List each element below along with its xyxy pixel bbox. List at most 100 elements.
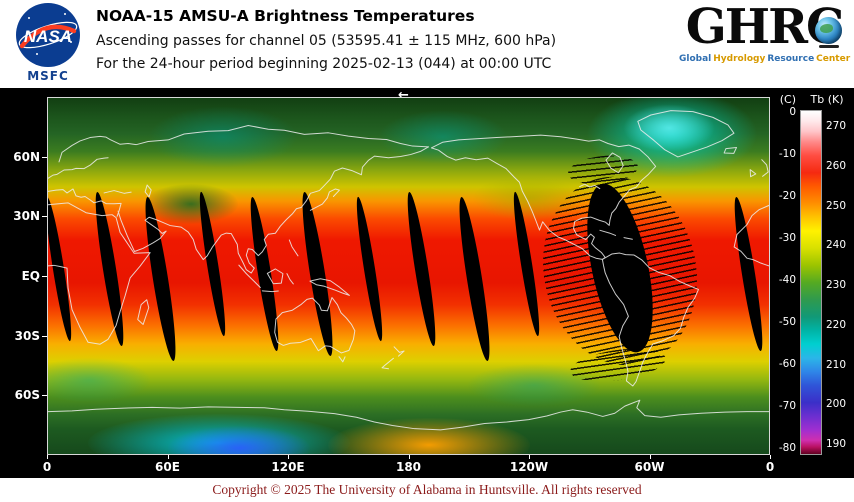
coast-cuba: [600, 230, 616, 235]
coast-new-zealand-south: [382, 358, 393, 368]
coast-caspian: [145, 185, 151, 197]
coast-new-guinea: [310, 279, 349, 296]
coast-philippines: [289, 240, 298, 256]
patch-antarctic-blue: [168, 426, 310, 454]
colorbar-tick-kelvin: 190: [826, 438, 847, 450]
colorbar-tick-celsius: -50: [778, 316, 796, 328]
patch-siberia-teal: [148, 106, 298, 168]
ghrc-tagline-word: Hydrology: [713, 54, 766, 64]
patch-north-atlantic-cyan: [623, 104, 715, 152]
lon-axis-tick: [408, 455, 410, 459]
lat-axis-label: EQ: [21, 269, 40, 283]
patch-tibet-green: [144, 184, 238, 224]
coast-japan: [310, 189, 339, 210]
copyright-text: Copyright © 2025 The University of Alaba…: [212, 482, 642, 497]
ghrc-tagline-word: Resource: [767, 54, 815, 64]
colorbar-tick-celsius: -10: [778, 148, 796, 160]
patch-antarctic-orange: [328, 418, 530, 454]
coast-north-europe: [48, 158, 108, 179]
colorbar-tick-kelvin: 200: [826, 398, 847, 411]
lat-axis-tick: [42, 276, 47, 277]
coast-madagascar: [138, 300, 149, 325]
lon-axis-tick: [649, 455, 651, 459]
coast-south-europe: [48, 189, 121, 216]
coast-iceland: [724, 147, 736, 153]
coast-africa: [48, 203, 150, 344]
nasa-wordmark: NASA: [24, 27, 72, 46]
lon-axis-label: 0: [765, 460, 775, 474]
lon-axis-label: 60W: [634, 460, 665, 474]
coast-britain: [762, 160, 768, 177]
map-plot: [47, 97, 770, 455]
colorbar: [800, 110, 822, 455]
coast-borneo: [267, 269, 283, 284]
subtitle-period: For the 24-hour period beginning 2025-02…: [96, 56, 552, 72]
lon-axis-label: 120E: [271, 460, 305, 474]
ghrc-tagline: Global Hydrology Resource Center: [678, 54, 850, 64]
coast-greenland: [638, 111, 734, 157]
lat-axis-label: 60S: [14, 388, 40, 403]
coast-new-zealand-north: [394, 347, 404, 356]
colorbar-gradient: [801, 111, 821, 454]
lon-axis-label: 60E: [155, 460, 180, 474]
coast-australia: [275, 298, 355, 353]
ghrc-globe-icon: [815, 17, 843, 44]
coast-java: [262, 291, 278, 292]
footer: Copyright © 2025 The University of Alaba…: [0, 478, 854, 502]
coast-hudson-bay: [606, 153, 623, 173]
lon-axis-label: 180: [395, 460, 422, 474]
subtitle-channel: Ascending passes for channel 05 (53595.4…: [96, 33, 557, 49]
colorbar-tick-celsius: 0: [789, 106, 796, 118]
coast-tasmania: [339, 357, 345, 362]
coast-great-lakes: [580, 184, 600, 188]
ghrc-tagline-word: Center: [816, 54, 851, 64]
coastlines: [48, 98, 769, 454]
lat-axis-label: 60N: [13, 149, 40, 164]
lat-axis-label: 30N: [13, 209, 40, 224]
ghrc-globe-land: [820, 24, 834, 33]
ghrc-acronym-prefix: GHR: [685, 0, 808, 55]
ghrc-globe-stand: [819, 45, 840, 48]
coast-sulawesi: [287, 274, 293, 284]
lat-axis-tick: [42, 216, 47, 218]
title-block: NOAA-15 AMSU-A Brightness Temperatures A…: [96, 7, 556, 79]
lon-axis-tick: [529, 455, 530, 459]
colorbar-tick-celsius: -40: [778, 274, 796, 286]
colorbar-tick-kelvin: 230: [826, 279, 847, 291]
colorbar-unit-kelvin: Tb (K): [810, 93, 844, 106]
colorbar-tick-kelvin: 240: [826, 239, 847, 252]
colorbar-tick-celsius: -20: [778, 190, 796, 202]
coast-scandinavia-siberia: [59, 125, 429, 161]
colorbar-tick-celsius: -60: [778, 358, 796, 370]
lon-axis-label: 0: [42, 460, 52, 474]
page-title: NOAA-15 AMSU-A Brightness Temperatures: [96, 7, 475, 25]
left-arrow-marker: ←: [398, 88, 409, 103]
ghrc-acronym: GHRC: [685, 0, 844, 55]
lat-axis-label: 30S: [14, 328, 40, 343]
lat-axis-tick: [42, 156, 47, 158]
temperature-patches-layer: [48, 98, 769, 454]
msfc-label: MSFC: [27, 69, 69, 83]
coast-antarctica: [48, 400, 769, 430]
colorbar-tick-celsius: -30: [778, 232, 796, 244]
ghrc-tagline-word: Global: [679, 54, 712, 64]
nasa-meatball-icon: NASA: [16, 3, 80, 67]
lat-axis-tick: [42, 395, 47, 397]
lon-axis-tick: [770, 455, 771, 459]
patch-north-pacific-teal: [378, 110, 508, 164]
colorbar-tick-kelvin: 260: [826, 159, 847, 172]
colorbar-tick-kelvin: 270: [826, 120, 847, 132]
colorbar-tick-celsius: -80: [778, 442, 796, 454]
coast-north-america-arctic-east: [432, 135, 656, 259]
coast-east-asia: [118, 147, 428, 273]
nasa-logo: NASA MSFC: [12, 2, 84, 83]
colorbar-tick-kelvin: 250: [826, 199, 847, 212]
lon-axis-label: 120W: [509, 460, 549, 474]
header: NASA MSFC NOAA-15 AMSU-A Brightness Temp…: [0, 0, 854, 88]
colorbar-tick-kelvin: 220: [826, 318, 847, 331]
colorbar-unit-celsius: (C): [779, 93, 796, 106]
colorbar-tick-celsius: -70: [778, 400, 796, 412]
coast-south-america: [602, 253, 698, 386]
